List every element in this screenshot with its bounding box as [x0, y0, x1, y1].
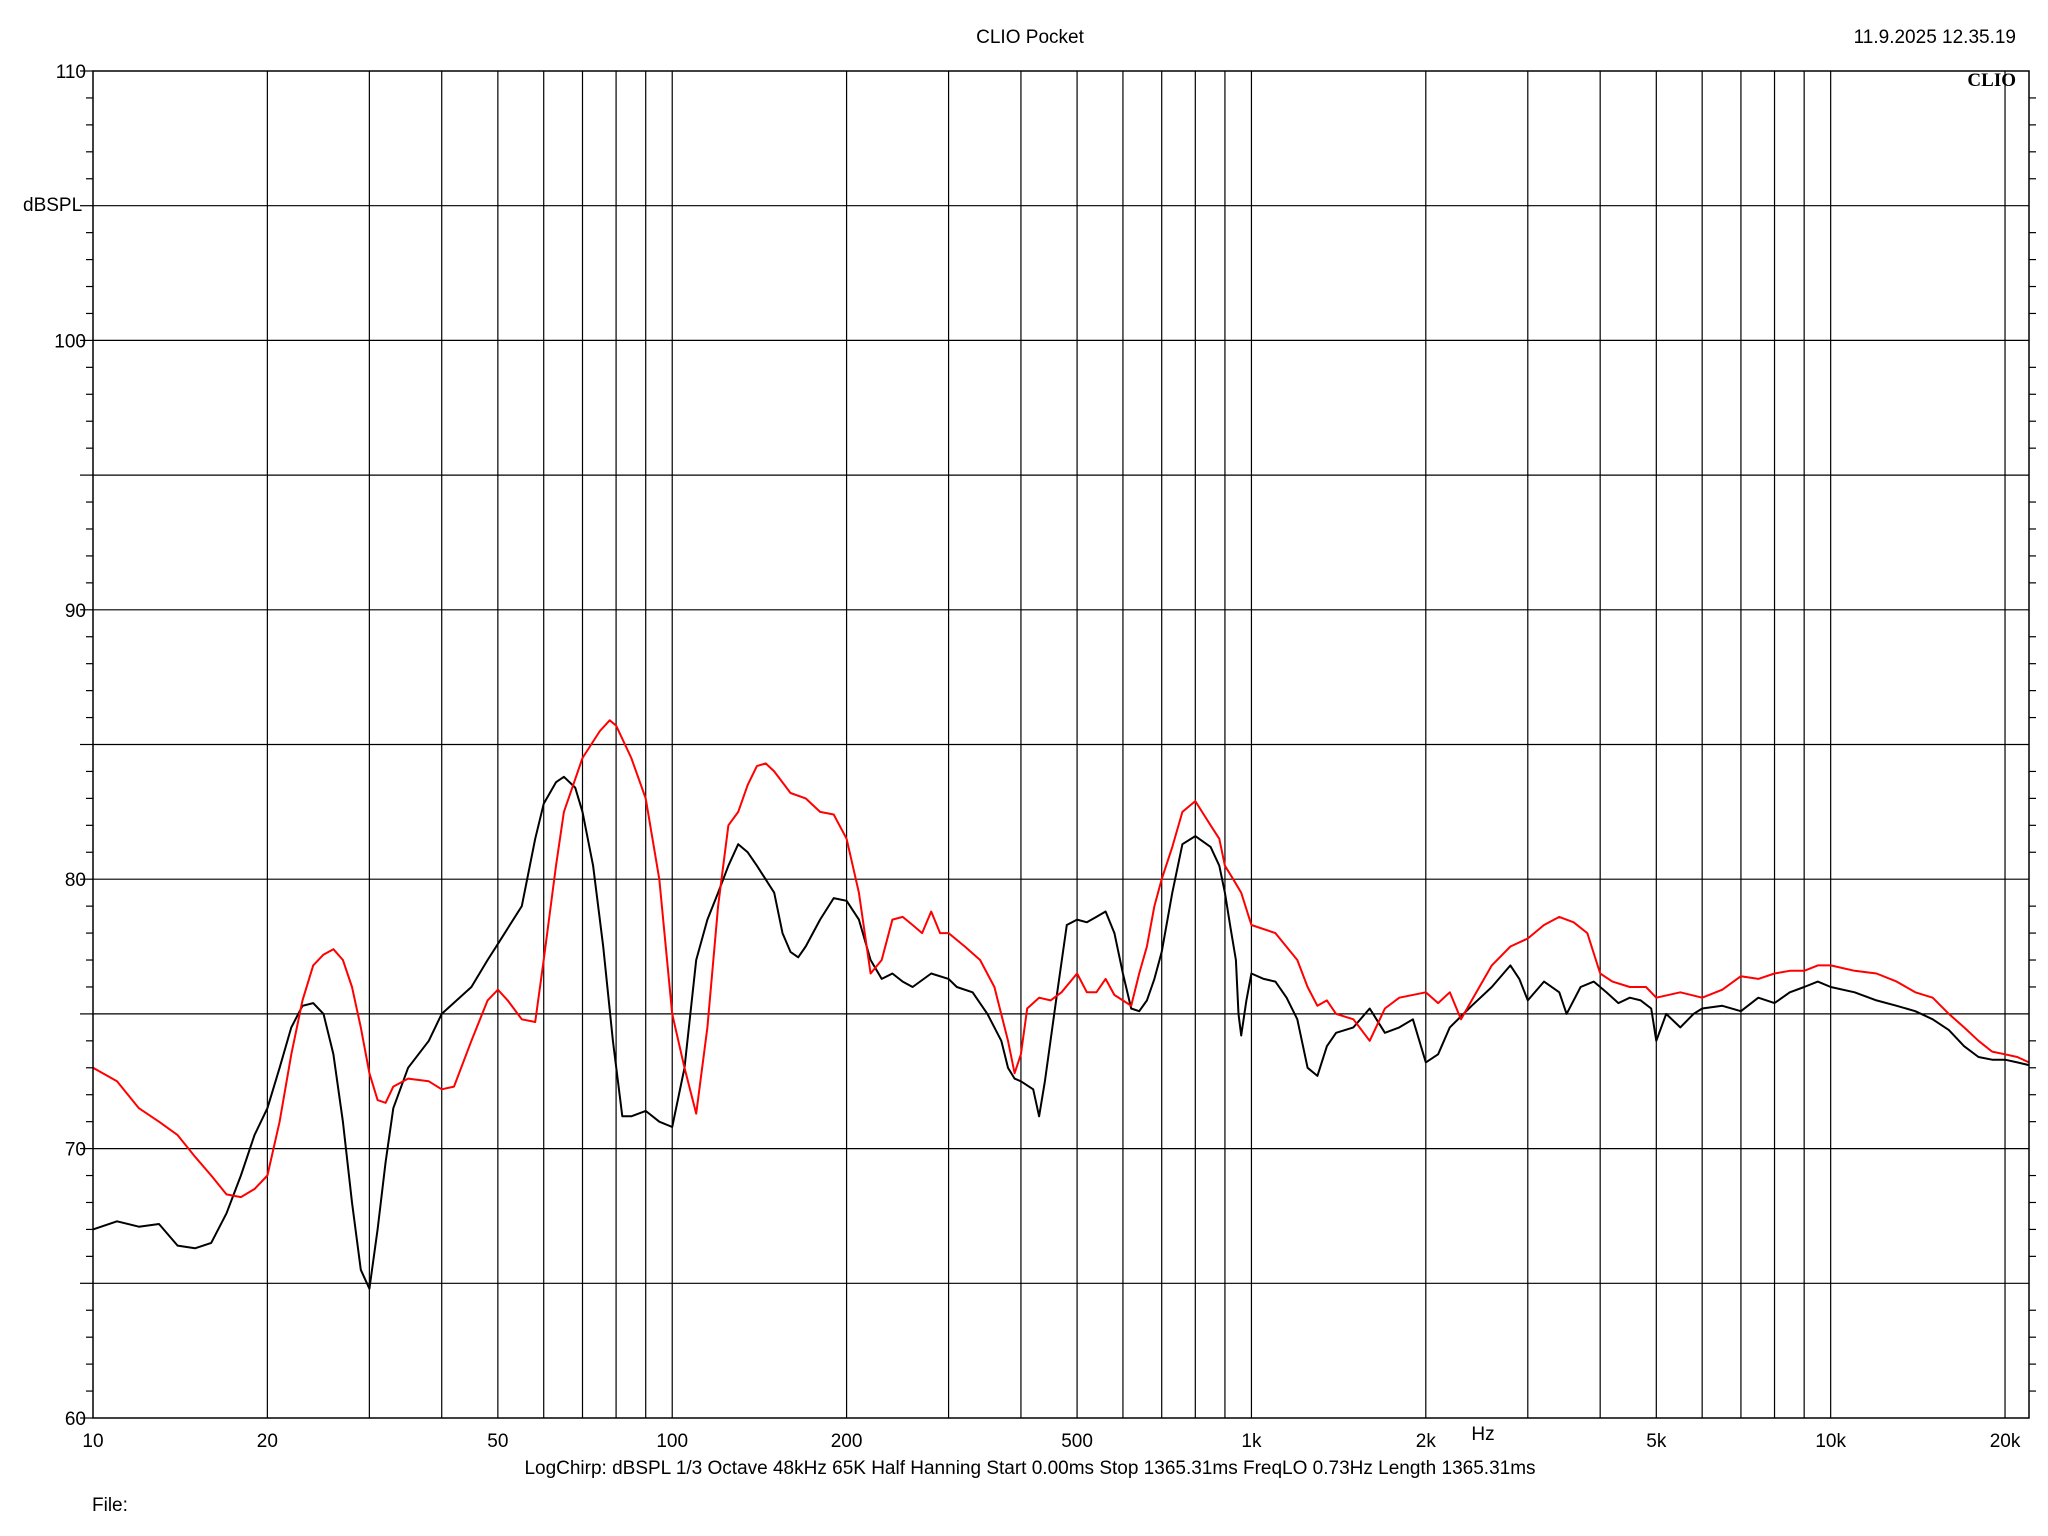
y-axis-label: dBSPL	[23, 195, 82, 216]
chart-title: CLIO Pocket	[976, 27, 1084, 48]
y-tick-label: 100	[54, 331, 86, 352]
x-axis-label: Hz	[1471, 1424, 1494, 1445]
plot-frame	[92, 70, 2030, 1419]
y-tick-label: 60	[65, 1409, 86, 1430]
x-tick-label: 500	[1061, 1431, 1093, 1452]
data-series	[92, 719, 2030, 1290]
clio-logo: CLIO	[1967, 70, 2016, 91]
x-tick-label: 20	[257, 1431, 278, 1452]
x-tick-label: 200	[831, 1431, 863, 1452]
x-tick-label: 50	[487, 1431, 508, 1452]
measurement-settings: LogChirp: dBSPL 1/3 Octave 48kHz 65K Hal…	[524, 1458, 1535, 1479]
x-tick-label: 5k	[1646, 1431, 1667, 1452]
y-tick-label: 90	[65, 601, 86, 622]
x-tick-label: 10	[82, 1431, 103, 1452]
file-label: File:	[92, 1495, 128, 1516]
x-tick-label: 100	[656, 1431, 688, 1452]
y-tick-label: 110	[56, 62, 86, 83]
x-tick-label: 1k	[1241, 1431, 1262, 1452]
y-tick-label: 80	[65, 870, 86, 891]
x-tick-label: 20k	[1990, 1431, 2021, 1452]
x-tick-label: 2k	[1416, 1431, 1437, 1452]
timestamp: 11.9.2025 12.35.19	[1854, 27, 2016, 48]
grid-lines	[80, 70, 2036, 1419]
x-tick-label: 10k	[1815, 1431, 1846, 1452]
y-tick-label: 70	[65, 1140, 86, 1161]
series-line-2	[92, 719, 2030, 1199]
tick-labels: 10 20 50 100 200 500 1k 2k 5k 10k 20k 60 70 80 90 100 11…	[54, 62, 2021, 1452]
series-line-1	[92, 775, 2030, 1290]
